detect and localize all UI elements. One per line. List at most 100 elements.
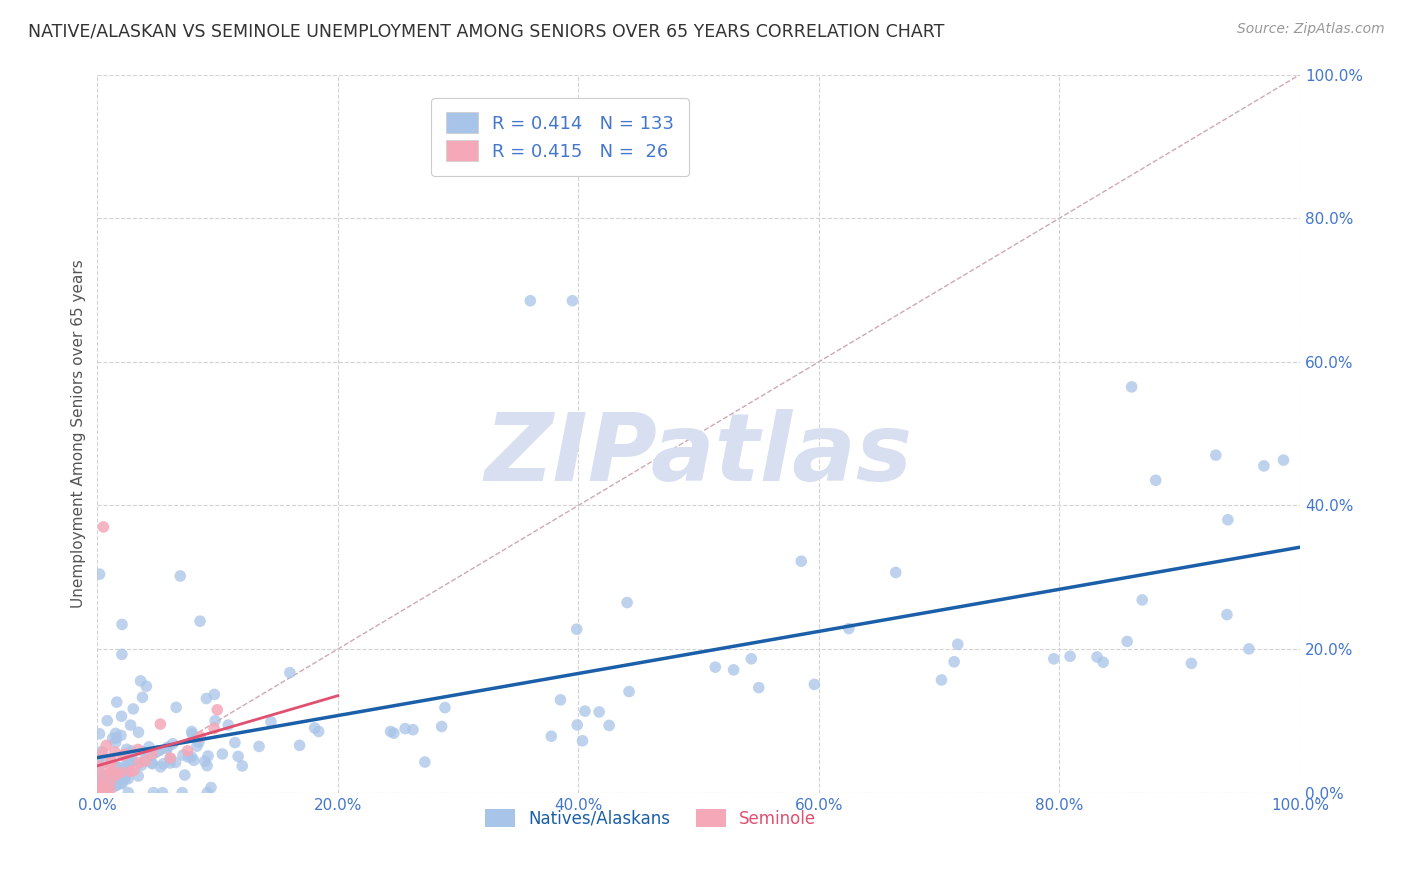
Point bbox=[1059, 649, 1081, 664]
Point bbox=[111, 777, 134, 791]
Point bbox=[100, 754, 122, 768]
Point bbox=[159, 751, 181, 765]
Point bbox=[98, 783, 121, 797]
Point bbox=[108, 761, 131, 775]
Point bbox=[202, 722, 225, 736]
Point bbox=[96, 739, 118, 753]
Point bbox=[148, 744, 170, 758]
Point bbox=[93, 776, 115, 790]
Point bbox=[89, 765, 111, 780]
Point bbox=[91, 746, 114, 760]
Point bbox=[91, 781, 114, 796]
Point bbox=[433, 700, 456, 714]
Point bbox=[159, 752, 181, 766]
Point bbox=[141, 756, 163, 770]
Point bbox=[121, 754, 143, 768]
Point bbox=[112, 748, 135, 763]
Point bbox=[180, 749, 202, 764]
Point bbox=[803, 677, 825, 691]
Point bbox=[101, 731, 124, 746]
Point bbox=[204, 714, 226, 728]
Point bbox=[790, 554, 813, 568]
Point bbox=[186, 739, 208, 753]
Point bbox=[105, 769, 128, 783]
Point bbox=[89, 771, 111, 785]
Point bbox=[104, 745, 127, 759]
Point bbox=[723, 663, 745, 677]
Point bbox=[105, 779, 128, 793]
Point bbox=[176, 744, 198, 758]
Point bbox=[98, 767, 121, 781]
Point bbox=[93, 520, 115, 534]
Point bbox=[91, 777, 114, 791]
Point bbox=[152, 756, 174, 771]
Point bbox=[110, 765, 132, 780]
Point bbox=[127, 742, 149, 756]
Point bbox=[195, 758, 218, 772]
Point bbox=[122, 702, 145, 716]
Point bbox=[105, 695, 128, 709]
Point bbox=[135, 679, 157, 693]
Point bbox=[304, 721, 326, 735]
Point bbox=[748, 681, 770, 695]
Point bbox=[598, 718, 620, 732]
Point bbox=[131, 690, 153, 705]
Point bbox=[617, 684, 640, 698]
Point bbox=[1116, 634, 1139, 648]
Point bbox=[120, 718, 142, 732]
Point bbox=[567, 718, 589, 732]
Point bbox=[188, 614, 211, 628]
Point bbox=[740, 652, 762, 666]
Point bbox=[111, 648, 134, 662]
Point bbox=[117, 786, 139, 800]
Point bbox=[195, 691, 218, 706]
Point bbox=[117, 759, 139, 773]
Point bbox=[96, 785, 118, 799]
Point bbox=[121, 744, 143, 758]
Point bbox=[247, 739, 270, 754]
Point bbox=[430, 719, 453, 733]
Point bbox=[1121, 380, 1143, 394]
Point bbox=[1180, 657, 1202, 671]
Point bbox=[132, 744, 155, 758]
Point bbox=[115, 761, 138, 775]
Point bbox=[574, 704, 596, 718]
Point bbox=[931, 673, 953, 687]
Point bbox=[87, 751, 110, 765]
Point bbox=[224, 736, 246, 750]
Point bbox=[394, 722, 416, 736]
Point bbox=[98, 759, 121, 773]
Point bbox=[141, 747, 163, 761]
Text: ZIPatlas: ZIPatlas bbox=[485, 409, 912, 501]
Point bbox=[156, 740, 179, 755]
Point bbox=[288, 739, 311, 753]
Point bbox=[550, 693, 572, 707]
Point bbox=[884, 566, 907, 580]
Point bbox=[946, 637, 969, 651]
Point bbox=[117, 772, 139, 786]
Point bbox=[187, 735, 209, 749]
Point bbox=[1144, 473, 1167, 487]
Legend: Natives/Alaskans, Seminole: Natives/Alaskans, Seminole bbox=[478, 803, 823, 835]
Point bbox=[131, 758, 153, 772]
Point bbox=[704, 660, 727, 674]
Point bbox=[616, 596, 638, 610]
Point bbox=[110, 709, 132, 723]
Point bbox=[1085, 649, 1108, 664]
Point bbox=[561, 293, 583, 308]
Point bbox=[188, 730, 211, 744]
Point bbox=[149, 717, 172, 731]
Point bbox=[226, 749, 249, 764]
Point bbox=[165, 700, 187, 714]
Point bbox=[195, 786, 218, 800]
Point bbox=[202, 687, 225, 701]
Point bbox=[90, 784, 112, 798]
Point bbox=[380, 724, 402, 739]
Point bbox=[1237, 641, 1260, 656]
Point bbox=[114, 765, 136, 780]
Point bbox=[172, 747, 194, 762]
Point bbox=[197, 748, 219, 763]
Point bbox=[90, 745, 112, 759]
Point bbox=[588, 705, 610, 719]
Point bbox=[1253, 458, 1275, 473]
